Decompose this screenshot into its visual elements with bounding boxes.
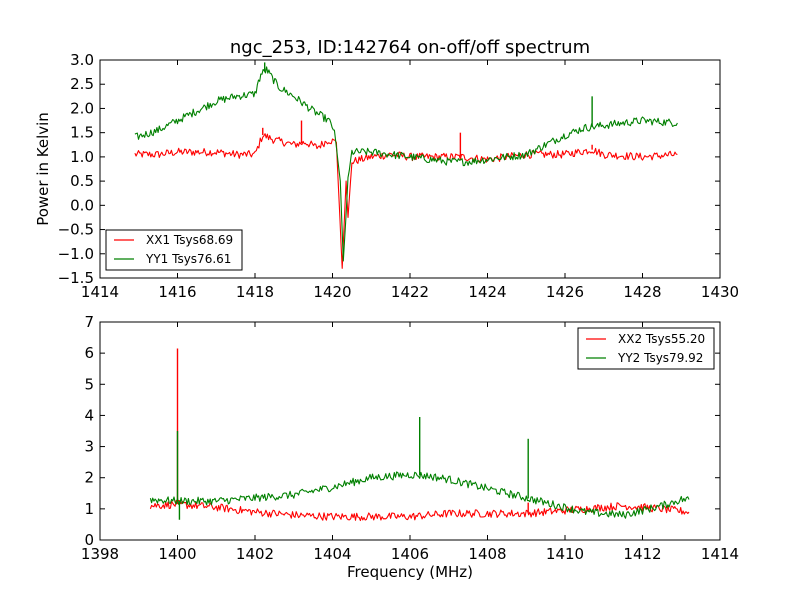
top-series-group [134,62,678,269]
x-tick-label: 1408 [468,545,506,563]
bottom-legend-box [577,327,715,370]
x-tick-label: 1414 [701,545,739,563]
y-tick-label: −1.0 [58,245,94,263]
y-tick-label: 2 [84,469,94,487]
top-legend: XX1 Tsys68.69 YY1 Tsys76.61 [105,229,243,271]
bottom-y-ticks: 0 1 2 3 4 5 6 7 [84,313,720,549]
y-tick-label: 0 [84,531,94,549]
x-tick-label: 1418 [236,283,274,301]
chart-title: ngc_253, ID:142764 on-off/off spectrum [230,37,590,58]
y-tick-label: 3.0 [70,51,94,69]
top-legend-box [105,229,243,271]
series-line-xx1 [134,133,678,269]
y-tick-label: 2.0 [70,99,94,117]
y-tick-label: 2.5 [70,75,94,93]
top-x-ticks: 1414 1416 1418 1420 1422 1424 1426 1428 1430 [81,60,739,301]
bottom-series-group [149,348,690,522]
y-tick-label: 0.5 [70,172,94,190]
top-legend-label-xx1: XX1 Tsys68.69 [146,233,233,247]
y-tick-label: 0.0 [70,196,94,214]
x-tick-label: 1416 [158,283,196,301]
bottom-legend: XX2 Tsys55.20 YY2 Tsys79.92 [577,327,715,370]
y-tick-label: 3 [84,438,94,456]
x-tick-label: 1398 [81,545,119,563]
series-line-xx2 [149,499,690,522]
top-y-ticks: −1.5 −1.0 −0.5 0.0 0.5 1.0 1.5 2.0 2.5 3.0 [58,51,720,287]
x-tick-label: 1428 [623,283,661,301]
x-tick-label: 1420 [313,283,351,301]
y-tick-label: 7 [84,313,94,331]
y-tick-label: 4 [84,406,94,424]
bottom-legend-label-xx2: XX2 Tsys55.20 [618,332,705,346]
y-tick-label: 5 [84,375,94,393]
x-tick-label: 1410 [546,545,584,563]
x-tick-label: 1414 [81,283,119,301]
y-tick-label: 1.0 [70,148,94,166]
series-line-yy2 [149,471,690,519]
top-legend-label-yy1: YY1 Tsys76.61 [145,252,231,266]
y-tick-label: −1.5 [58,269,94,287]
bottom-legend-label-yy2: YY2 Tsys79.92 [617,351,703,365]
x-tick-label: 1404 [313,545,351,563]
top-y-axis-label: Power in Kelvin [34,112,52,226]
x-tick-label: 1412 [623,545,661,563]
x-tick-label: 1424 [468,283,506,301]
x-tick-label: 1406 [391,545,429,563]
x-tick-label: 1402 [236,545,274,563]
x-tick-label: 1430 [701,283,739,301]
series-line-yy1 [134,66,678,262]
x-tick-label: 1426 [546,283,584,301]
bottom-x-axis-label: Frequency (MHz) [347,563,473,581]
bottom-plot: 1398 1400 1402 1404 1406 1408 1410 1412 1414 0 1 2… [81,313,739,581]
y-tick-label: −0.5 [58,221,94,239]
top-plot: 1414 1416 1418 1420 1422 1424 1426 1428 1430 −1.… [34,51,739,301]
x-tick-label: 1400 [158,545,196,563]
y-tick-label: 1 [84,500,94,518]
y-tick-label: 6 [84,344,94,362]
bottom-x-ticks: 1398 1400 1402 1404 1406 1408 1410 1412 1414 [81,322,739,563]
x-tick-label: 1422 [391,283,429,301]
y-tick-label: 1.5 [70,124,94,142]
